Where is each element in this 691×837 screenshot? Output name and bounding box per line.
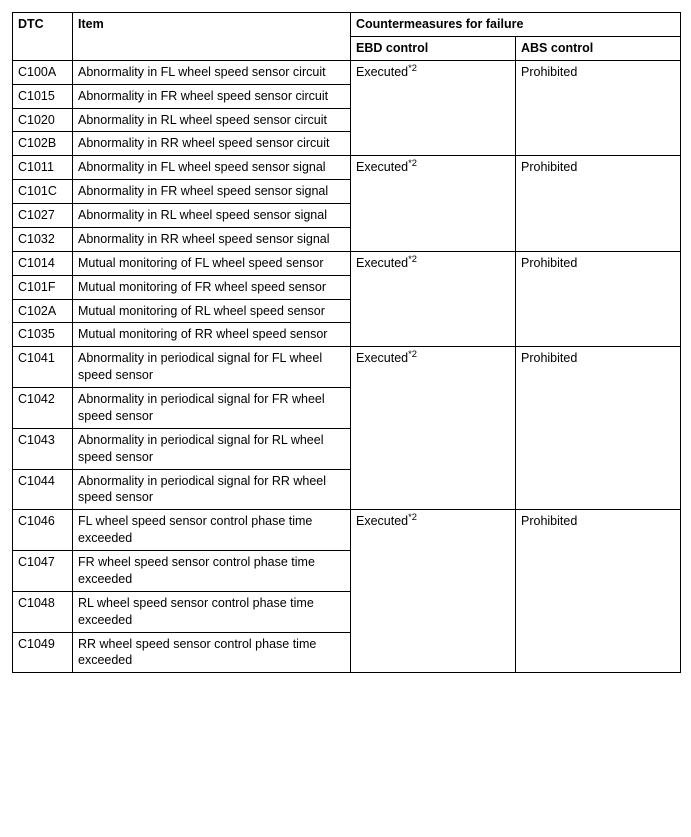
cell-dtc: C100A xyxy=(13,60,73,84)
cell-dtc: C1048 xyxy=(13,591,73,632)
cell-abs: Prohibited xyxy=(516,156,681,252)
cell-item: FL wheel speed sensor control phase time… xyxy=(73,510,351,551)
header-item: Item xyxy=(73,13,351,61)
table-row: C1014Mutual monitoring of FL wheel speed… xyxy=(13,251,681,275)
cell-item: Abnormality in RR wheel speed sensor sig… xyxy=(73,227,351,251)
cell-ebd: Executed*2 xyxy=(351,510,516,673)
cell-abs: Prohibited xyxy=(516,347,681,510)
cell-item: FR wheel speed sensor control phase time… xyxy=(73,551,351,592)
cell-dtc: C102B xyxy=(13,132,73,156)
cell-dtc: C1035 xyxy=(13,323,73,347)
ebd-sup: *2 xyxy=(408,158,417,168)
cell-item: Abnormality in RR wheel speed sensor cir… xyxy=(73,132,351,156)
cell-dtc: C1027 xyxy=(13,204,73,228)
cell-dtc: C101C xyxy=(13,180,73,204)
cell-dtc: C1015 xyxy=(13,84,73,108)
table-row: C1046FL wheel speed sensor control phase… xyxy=(13,510,681,551)
cell-dtc: C1014 xyxy=(13,251,73,275)
cell-dtc: C102A xyxy=(13,299,73,323)
cell-dtc: C1020 xyxy=(13,108,73,132)
cell-dtc: C1043 xyxy=(13,428,73,469)
cell-dtc: C1047 xyxy=(13,551,73,592)
cell-ebd: Executed*2 xyxy=(351,251,516,347)
cell-item: Abnormality in RL wheel speed sensor sig… xyxy=(73,204,351,228)
cell-item: Abnormality in periodical signal for FR … xyxy=(73,388,351,429)
cell-dtc: C101F xyxy=(13,275,73,299)
cell-item: Mutual monitoring of FR wheel speed sens… xyxy=(73,275,351,299)
cell-item: Abnormality in FR wheel speed sensor cir… xyxy=(73,84,351,108)
cell-dtc: C1042 xyxy=(13,388,73,429)
header-abs: ABS control xyxy=(516,36,681,60)
cell-item: Mutual monitoring of RL wheel speed sens… xyxy=(73,299,351,323)
cell-item: Abnormality in periodical signal for FL … xyxy=(73,347,351,388)
header-countermeasures: Countermeasures for failure xyxy=(351,13,681,37)
ebd-sup: *2 xyxy=(408,254,417,264)
table-row: C1011Abnormality in FL wheel speed senso… xyxy=(13,156,681,180)
cell-item: Abnormality in FL wheel speed sensor sig… xyxy=(73,156,351,180)
ebd-text: Executed xyxy=(356,514,408,528)
cell-abs: Prohibited xyxy=(516,510,681,673)
ebd-text: Executed xyxy=(356,65,408,79)
cell-item: Abnormality in periodical signal for RR … xyxy=(73,469,351,510)
cell-item: Mutual monitoring of FL wheel speed sens… xyxy=(73,251,351,275)
cell-item: Abnormality in FR wheel speed sensor sig… xyxy=(73,180,351,204)
ebd-sup: *2 xyxy=(408,512,417,522)
cell-dtc: C1011 xyxy=(13,156,73,180)
cell-abs: Prohibited xyxy=(516,60,681,156)
ebd-text: Executed xyxy=(356,160,408,174)
cell-ebd: Executed*2 xyxy=(351,156,516,252)
cell-dtc: C1049 xyxy=(13,632,73,673)
cell-ebd: Executed*2 xyxy=(351,347,516,510)
cell-dtc: C1041 xyxy=(13,347,73,388)
cell-item: RL wheel speed sensor control phase time… xyxy=(73,591,351,632)
cell-item: Mutual monitoring of RR wheel speed sens… xyxy=(73,323,351,347)
header-dtc: DTC xyxy=(13,13,73,61)
cell-dtc: C1032 xyxy=(13,227,73,251)
header-ebd: EBD control xyxy=(351,36,516,60)
ebd-sup: *2 xyxy=(408,63,417,73)
cell-dtc: C1044 xyxy=(13,469,73,510)
dtc-table: DTC Item Countermeasures for failure EBD… xyxy=(12,12,681,673)
table-header: DTC Item Countermeasures for failure EBD… xyxy=(13,13,681,61)
ebd-text: Executed xyxy=(356,256,408,270)
cell-item: Abnormality in RL wheel speed sensor cir… xyxy=(73,108,351,132)
ebd-text: Executed xyxy=(356,351,408,365)
ebd-sup: *2 xyxy=(408,349,417,359)
table-body: C100AAbnormality in FL wheel speed senso… xyxy=(13,60,681,673)
cell-dtc: C1046 xyxy=(13,510,73,551)
cell-ebd: Executed*2 xyxy=(351,60,516,156)
table-row: C1041Abnormality in periodical signal fo… xyxy=(13,347,681,388)
cell-abs: Prohibited xyxy=(516,251,681,347)
cell-item: Abnormality in periodical signal for RL … xyxy=(73,428,351,469)
table-row: C100AAbnormality in FL wheel speed senso… xyxy=(13,60,681,84)
cell-item: Abnormality in FL wheel speed sensor cir… xyxy=(73,60,351,84)
cell-item: RR wheel speed sensor control phase time… xyxy=(73,632,351,673)
